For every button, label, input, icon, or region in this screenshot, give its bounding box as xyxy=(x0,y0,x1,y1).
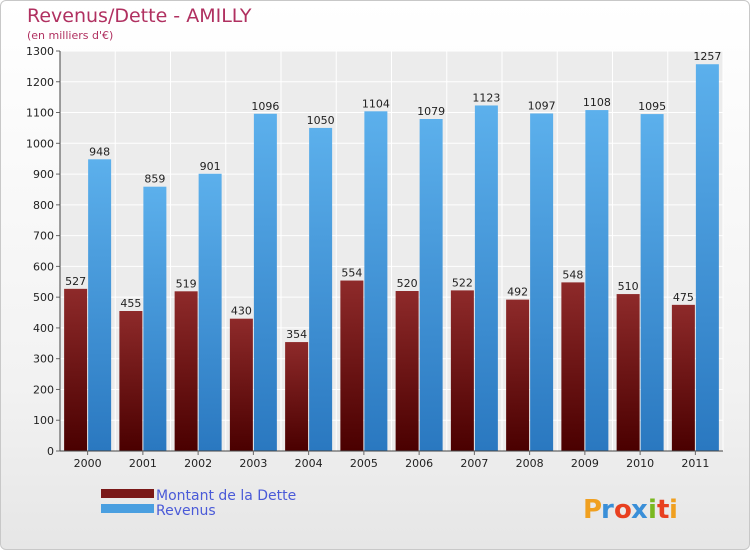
revenue-bar xyxy=(253,113,277,452)
revenue-bar xyxy=(640,114,664,452)
revenue-value-label: 859 xyxy=(144,173,165,186)
revenue-value-label: 1096 xyxy=(251,100,279,113)
debt-bar xyxy=(450,290,474,451)
debt-bar xyxy=(174,291,198,451)
y-tick-label: 600 xyxy=(33,260,54,273)
revenue-bar xyxy=(585,110,609,452)
brand-logo-letter: i xyxy=(669,495,678,525)
revenue-bar xyxy=(88,159,112,452)
brand-logo-letter: o xyxy=(614,495,632,525)
x-tick-label: 2007 xyxy=(460,457,488,470)
revenue-bar xyxy=(309,127,333,451)
y-tick-label: 1200 xyxy=(26,76,54,89)
revenue-value-label: 1123 xyxy=(472,91,500,104)
revenue-value-label: 1079 xyxy=(417,105,445,118)
revenue-value-label: 948 xyxy=(89,145,110,158)
x-tick-label: 2011 xyxy=(681,457,709,470)
revenue-bar xyxy=(143,186,167,451)
debt-value-label: 548 xyxy=(562,268,583,281)
revenue-value-label: 1097 xyxy=(528,99,556,112)
y-tick-label: 900 xyxy=(33,168,54,181)
revenue-value-label: 901 xyxy=(200,160,221,173)
debt-bar xyxy=(64,288,88,451)
revenue-value-label: 1257 xyxy=(693,50,721,63)
x-tick-label: 2005 xyxy=(350,457,378,470)
revenue-bar xyxy=(419,119,443,451)
y-tick-label: 1000 xyxy=(26,137,54,150)
brand-logo-letter: x xyxy=(631,495,648,525)
revenue-bar xyxy=(198,173,222,451)
brand-logo-letter: P xyxy=(583,495,602,525)
debt-value-label: 527 xyxy=(65,275,86,288)
x-tick-label: 2000 xyxy=(74,457,102,470)
y-tick-label: 400 xyxy=(33,322,54,335)
chart-subtitle: (en milliers d'€) xyxy=(27,29,114,42)
revenue-value-label: 1108 xyxy=(583,96,611,109)
x-tick-label: 2004 xyxy=(295,457,323,470)
revenue-value-label: 1050 xyxy=(307,114,335,127)
legend-label-debt: Montant de la Dette xyxy=(156,488,296,504)
revenue-bar xyxy=(364,111,388,452)
x-tick-label: 2002 xyxy=(184,457,212,470)
brand-logo-letter: i xyxy=(648,495,657,525)
revenue-bar xyxy=(695,64,719,451)
revenue-value-label: 1104 xyxy=(362,97,390,110)
debt-bar xyxy=(340,280,364,451)
brand-logo-letter: r xyxy=(601,495,614,525)
chart-title: Revenus/Dette - AMILLY xyxy=(27,5,252,27)
debt-bar xyxy=(119,311,143,451)
x-tick-label: 2001 xyxy=(129,457,157,470)
debt-value-label: 554 xyxy=(341,267,362,280)
debt-value-label: 354 xyxy=(286,328,307,341)
x-tick-label: 2006 xyxy=(405,457,433,470)
x-tick-label: 2009 xyxy=(571,457,599,470)
brand-logo-letter: t xyxy=(657,495,669,525)
y-tick-label: 200 xyxy=(33,383,54,396)
debt-bar xyxy=(506,299,530,451)
debt-value-label: 455 xyxy=(120,297,141,310)
legend-label-revenue: Revenus xyxy=(156,503,216,519)
y-tick-label: 1300 xyxy=(26,45,54,58)
y-tick-label: 1100 xyxy=(26,107,54,120)
y-tick-label: 300 xyxy=(33,353,54,366)
legend-swatch-revenue xyxy=(101,504,154,513)
y-tick-label: 500 xyxy=(33,291,54,304)
debt-value-label: 475 xyxy=(673,291,694,304)
x-tick-label: 2010 xyxy=(626,457,654,470)
x-tick-label: 2003 xyxy=(239,457,267,470)
debt-value-label: 492 xyxy=(507,286,528,299)
x-tick-label: 2008 xyxy=(516,457,544,470)
debt-value-label: 510 xyxy=(618,280,639,293)
debt-bar xyxy=(616,294,640,451)
debt-value-label: 522 xyxy=(452,276,473,289)
debt-bar xyxy=(561,282,585,451)
revenue-bar xyxy=(474,105,498,451)
debt-value-label: 520 xyxy=(397,277,418,290)
revenue-value-label: 1095 xyxy=(638,100,666,113)
debt-value-label: 519 xyxy=(176,277,197,290)
debt-value-label: 430 xyxy=(231,305,252,318)
revenue-bar xyxy=(530,113,554,451)
y-tick-label: 700 xyxy=(33,230,54,243)
debt-bar xyxy=(285,342,309,451)
y-tick-label: 0 xyxy=(47,445,54,458)
debt-bar xyxy=(671,304,695,451)
debt-bar xyxy=(395,291,419,451)
debt-bar xyxy=(229,318,253,451)
legend-swatch-debt xyxy=(101,489,154,498)
y-tick-label: 100 xyxy=(33,414,54,427)
y-tick-label: 800 xyxy=(33,199,54,212)
